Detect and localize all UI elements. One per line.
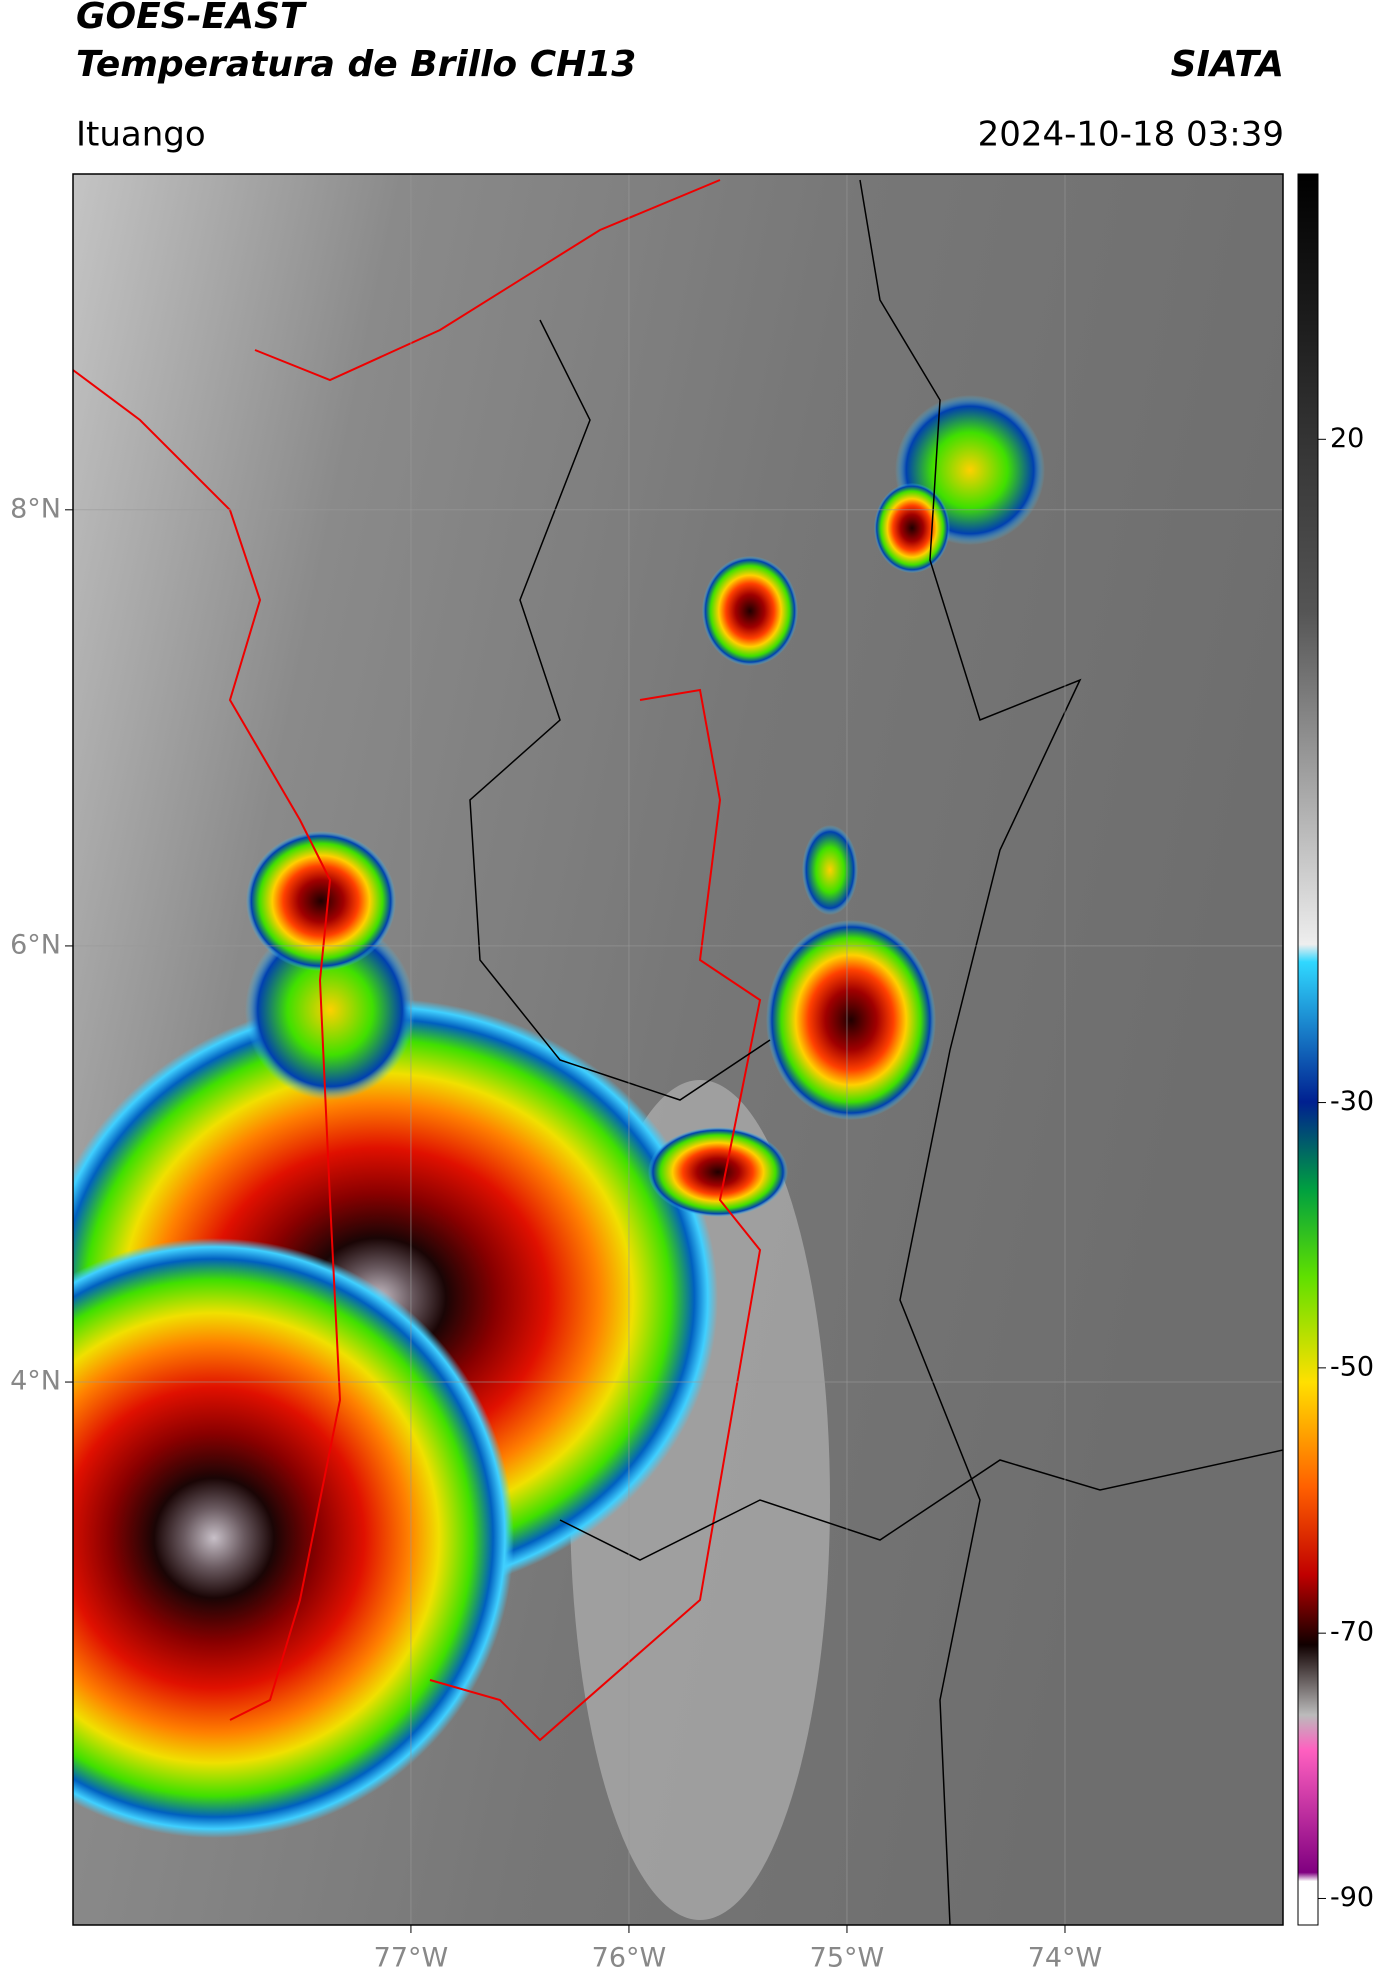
location: Ituango — [76, 115, 206, 155]
x-tick-label: 77°W — [374, 1943, 449, 1974]
border — [429, 688, 762, 1742]
storm — [874, 483, 950, 573]
colorbar-tick-label: -70 — [1330, 1617, 1374, 1648]
x-tick-label: 75°W — [810, 1943, 885, 1974]
storm — [73, 1238, 514, 1838]
border — [859, 179, 1082, 1925]
storm — [246, 831, 396, 971]
storm — [648, 1127, 788, 1217]
y-tick-label: 6°N — [10, 929, 61, 960]
border — [559, 1449, 1283, 1561]
storm — [245, 920, 415, 1100]
colorbar-tick-label: -30 — [1330, 1086, 1374, 1117]
x-tick-label: 76°W — [592, 1943, 667, 1974]
colorbar-tick-label: -50 — [1330, 1351, 1374, 1382]
storm — [702, 556, 798, 666]
colorbar — [1297, 173, 1319, 1926]
storm — [802, 825, 858, 915]
map — [73, 174, 1283, 1925]
colorbar-tick-label: 20 — [1330, 423, 1364, 454]
subtitle: Temperatura de Brillo CH13 — [76, 44, 636, 85]
title: GOES-EAST — [76, 0, 307, 37]
x-tick-label: 74°W — [1028, 1943, 1103, 1974]
colorbar-tick-label: -90 — [1330, 1882, 1374, 1913]
y-tick-label: 8°N — [10, 493, 61, 524]
border — [469, 319, 771, 1101]
border — [254, 179, 721, 382]
source: SIATA — [1171, 44, 1284, 85]
map-frame — [72, 173, 1284, 1926]
storm — [766, 920, 936, 1120]
y-tick-label: 4°N — [10, 1366, 61, 1397]
datetime: 2024-10-18 03:39 — [978, 115, 1284, 155]
